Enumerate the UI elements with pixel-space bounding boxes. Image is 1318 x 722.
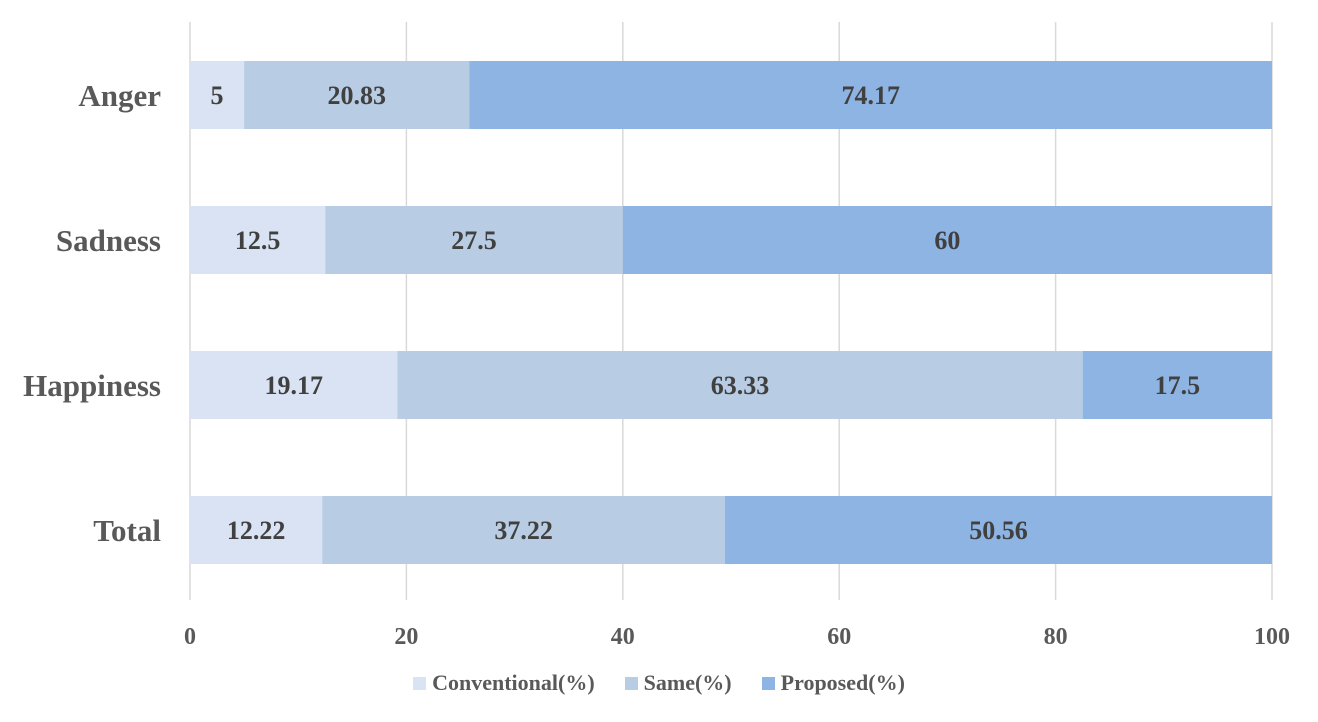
bar-total-same bbox=[322, 496, 725, 564]
legend-label-conventional: Conventional(%) bbox=[432, 670, 595, 695]
bar-sadness-conventional bbox=[190, 206, 326, 274]
data-label-happiness-conventional: 19.17 bbox=[264, 371, 323, 400]
bar-sadness-proposed bbox=[622, 206, 1272, 274]
data-label-sadness-same: 27.5 bbox=[451, 226, 497, 255]
data-label-anger-same: 20.83 bbox=[328, 81, 387, 110]
data-label-total-conventional: 12.22 bbox=[227, 516, 286, 545]
category-label-happiness: Happiness bbox=[23, 368, 161, 403]
legend-item-same: Same(%) bbox=[624, 670, 732, 696]
data-labels: 5 20.83 74.17 12.5 27.5 60 19.17 63.33 17.5 12.22… bbox=[211, 81, 1201, 545]
x-tick-label-100: 100 bbox=[1254, 624, 1290, 650]
legend-label-proposed: Proposed(%) bbox=[780, 670, 905, 695]
category-label-total: Total bbox=[93, 513, 161, 548]
legend-item-proposed: Proposed(%) bbox=[761, 670, 905, 696]
data-label-happiness-same: 63.33 bbox=[711, 371, 770, 400]
bar-total-proposed bbox=[724, 496, 1272, 564]
legend-swatch-same bbox=[624, 676, 638, 690]
bar-anger-proposed bbox=[469, 61, 1272, 129]
x-tick-label-80: 80 bbox=[1044, 624, 1068, 650]
bar-anger-same bbox=[244, 61, 470, 129]
category-label-anger: Anger bbox=[78, 78, 161, 113]
data-label-happiness-proposed: 17.5 bbox=[1155, 371, 1201, 400]
bar-sadness-same bbox=[325, 206, 623, 274]
x-axis-ticks: 0 20 40 60 80 100 bbox=[184, 624, 1290, 650]
category-label-sadness: Sadness bbox=[56, 223, 161, 258]
bar-anger-conventional bbox=[190, 61, 245, 129]
data-label-anger-proposed: 74.17 bbox=[841, 81, 900, 110]
legend: Conventional(%) Same(%) Proposed(%) bbox=[0, 670, 1318, 696]
legend-swatch-conventional bbox=[413, 676, 427, 690]
category-labels: Anger Sadness Happiness Total bbox=[23, 78, 161, 548]
bar-happiness-conventional bbox=[190, 351, 398, 419]
legend-label-same: Same(%) bbox=[643, 670, 732, 695]
x-tick-label-0: 0 bbox=[184, 624, 196, 650]
x-tick-label-60: 60 bbox=[827, 624, 851, 650]
x-tick-label-40: 40 bbox=[611, 624, 635, 650]
x-tick-label-20: 20 bbox=[394, 624, 418, 650]
data-label-sadness-proposed: 60 bbox=[934, 226, 960, 255]
bar-happiness-same bbox=[397, 351, 1083, 419]
data-label-total-same: 37.22 bbox=[494, 516, 553, 545]
data-label-total-proposed: 50.56 bbox=[969, 516, 1028, 545]
data-label-sadness-conventional: 12.5 bbox=[235, 226, 281, 255]
bar-total-conventional bbox=[190, 496, 323, 564]
legend-item-conventional: Conventional(%) bbox=[413, 670, 595, 696]
bar-happiness-proposed bbox=[1082, 351, 1272, 419]
data-label-anger-conventional: 5 bbox=[211, 81, 224, 110]
legend-swatch-proposed bbox=[761, 676, 775, 690]
bars bbox=[190, 61, 1272, 564]
